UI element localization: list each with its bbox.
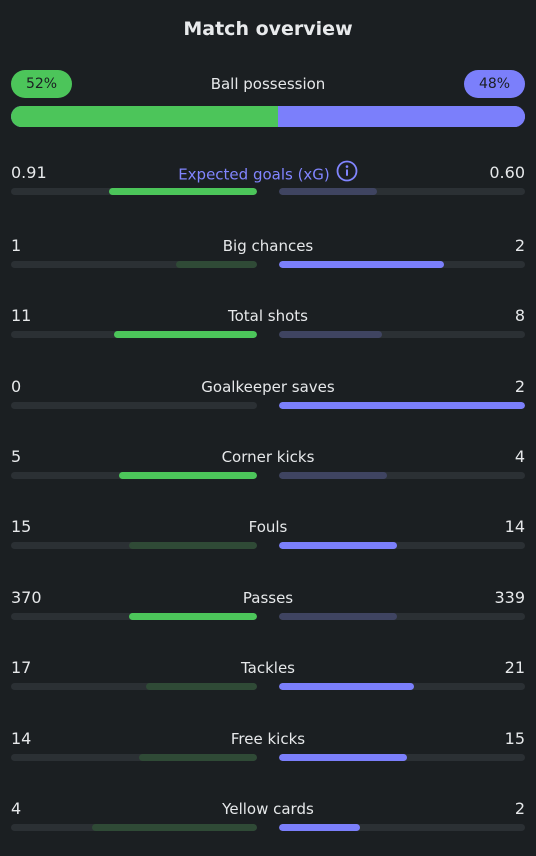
info-icon[interactable] [336,160,358,187]
stat-label-text: Yellow cards [222,800,314,818]
away-possession-fill [278,106,525,127]
away-stat-value: 14 [504,517,525,536]
away-stat-track [279,402,525,409]
home-stat-track [11,613,257,620]
stat-label: Yellow cards [11,799,525,819]
away-stat-value: 339 [494,588,525,607]
away-stat-value: 2 [514,799,525,818]
away-stat-fill [279,824,361,831]
away-stat-fill [279,402,525,409]
stat-label-text: Big chances [222,237,314,255]
stat-label-text: Passes [242,589,294,607]
home-stat-fill [129,542,257,549]
stat-row: 5 Corner kicks 4 [11,447,525,481]
away-stat-track [279,261,525,268]
away-stat-fill [279,188,378,195]
stat-label-text: Goalkeeper saves [201,378,335,396]
away-possession-badge: 48% [464,70,525,98]
home-stat-fill [119,472,257,479]
home-stat-fill [138,754,257,761]
home-stat-value: 1 [11,236,22,255]
possession-header: 52% Ball possession 48% [11,70,525,98]
home-stat-fill [129,613,257,620]
home-stat-value: 4 [11,799,22,818]
stat-label-text: Total shots [228,307,308,325]
away-stat-track [279,824,525,831]
away-stat-fill [279,261,444,268]
stat-row: 17 Tackles 21 [11,658,525,692]
stat-row: 4 Yellow cards 2 [11,799,525,833]
home-stat-track [11,683,257,690]
away-stat-track [279,472,525,479]
stat-row: 0 Goalkeeper saves 2 [11,377,525,411]
away-stat-track [279,188,525,195]
stat-row: 0.91 Expected goals (xG) 0.60 [11,160,525,197]
possession-label: Ball possession [210,75,326,93]
home-stat-value: 370 [11,588,42,607]
away-stat-track [279,754,525,761]
possession-bar [11,106,525,127]
home-stat-value: 5 [11,447,22,466]
stat-row: 14 Free kicks 15 [11,729,525,763]
away-stat-track [279,542,525,549]
home-stat-track [11,542,257,549]
away-stat-fill [279,613,398,620]
stat-label: Total shots [11,306,525,326]
away-stat-track [279,331,525,338]
home-stat-value: 14 [11,729,32,748]
page-title: Match overview [183,18,353,40]
home-stat-fill [92,824,257,831]
home-stat-track [11,472,257,479]
home-stat-fill [175,261,257,268]
home-possession-badge: 52% [11,70,72,98]
home-stat-value: 17 [11,658,32,677]
stat-label-text: Fouls [248,518,288,536]
home-stat-value: 0 [11,377,22,396]
home-stat-fill [109,188,257,195]
stat-label-text: Tackles [240,659,296,677]
home-stat-track [11,261,257,268]
stat-label: Goalkeeper saves [11,377,525,397]
away-stat-fill [279,754,407,761]
stat-row: 11 Total shots 8 [11,306,525,340]
home-stat-track [11,824,257,831]
stat-label: Corner kicks [11,447,525,467]
away-stat-fill [279,331,383,338]
away-stat-fill [279,542,398,549]
home-stat-fill [146,683,257,690]
stat-label: Big chances [11,236,525,256]
home-stat-fill [114,331,257,338]
away-stat-value: 2 [514,236,525,255]
home-stat-value: 0.91 [11,163,47,182]
stat-label-text: Free kicks [230,730,306,748]
stat-label-text: Expected goals (xG) [178,165,330,184]
away-stat-value: 21 [504,658,525,677]
stat-label: Free kicks [11,729,525,749]
away-stat-value: 8 [514,306,525,325]
away-stat-value: 2 [514,377,525,396]
away-stat-track [279,683,525,690]
away-stat-value: 0.60 [489,163,525,182]
away-stat-track [279,613,525,620]
home-stat-track [11,402,257,409]
stat-label-text: Corner kicks [221,448,315,466]
stat-label[interactable]: Expected goals (xG) [11,160,525,187]
home-stat-track [11,188,257,195]
stat-label: Tackles [11,658,525,678]
stat-label: Passes [11,588,525,608]
away-stat-value: 15 [504,729,525,748]
home-possession-fill [11,106,279,127]
home-stat-value: 15 [11,517,32,536]
stat-row: 15 Fouls 14 [11,517,525,551]
home-stat-track [11,754,257,761]
home-stat-track [11,331,257,338]
stat-row: 370 Passes 339 [11,588,525,622]
away-stat-value: 4 [514,447,525,466]
stat-label: Fouls [11,517,525,537]
away-stat-fill [279,472,388,479]
home-stat-value: 11 [11,306,32,325]
stat-row: 1 Big chances 2 [11,236,525,270]
away-stat-fill [279,683,415,690]
